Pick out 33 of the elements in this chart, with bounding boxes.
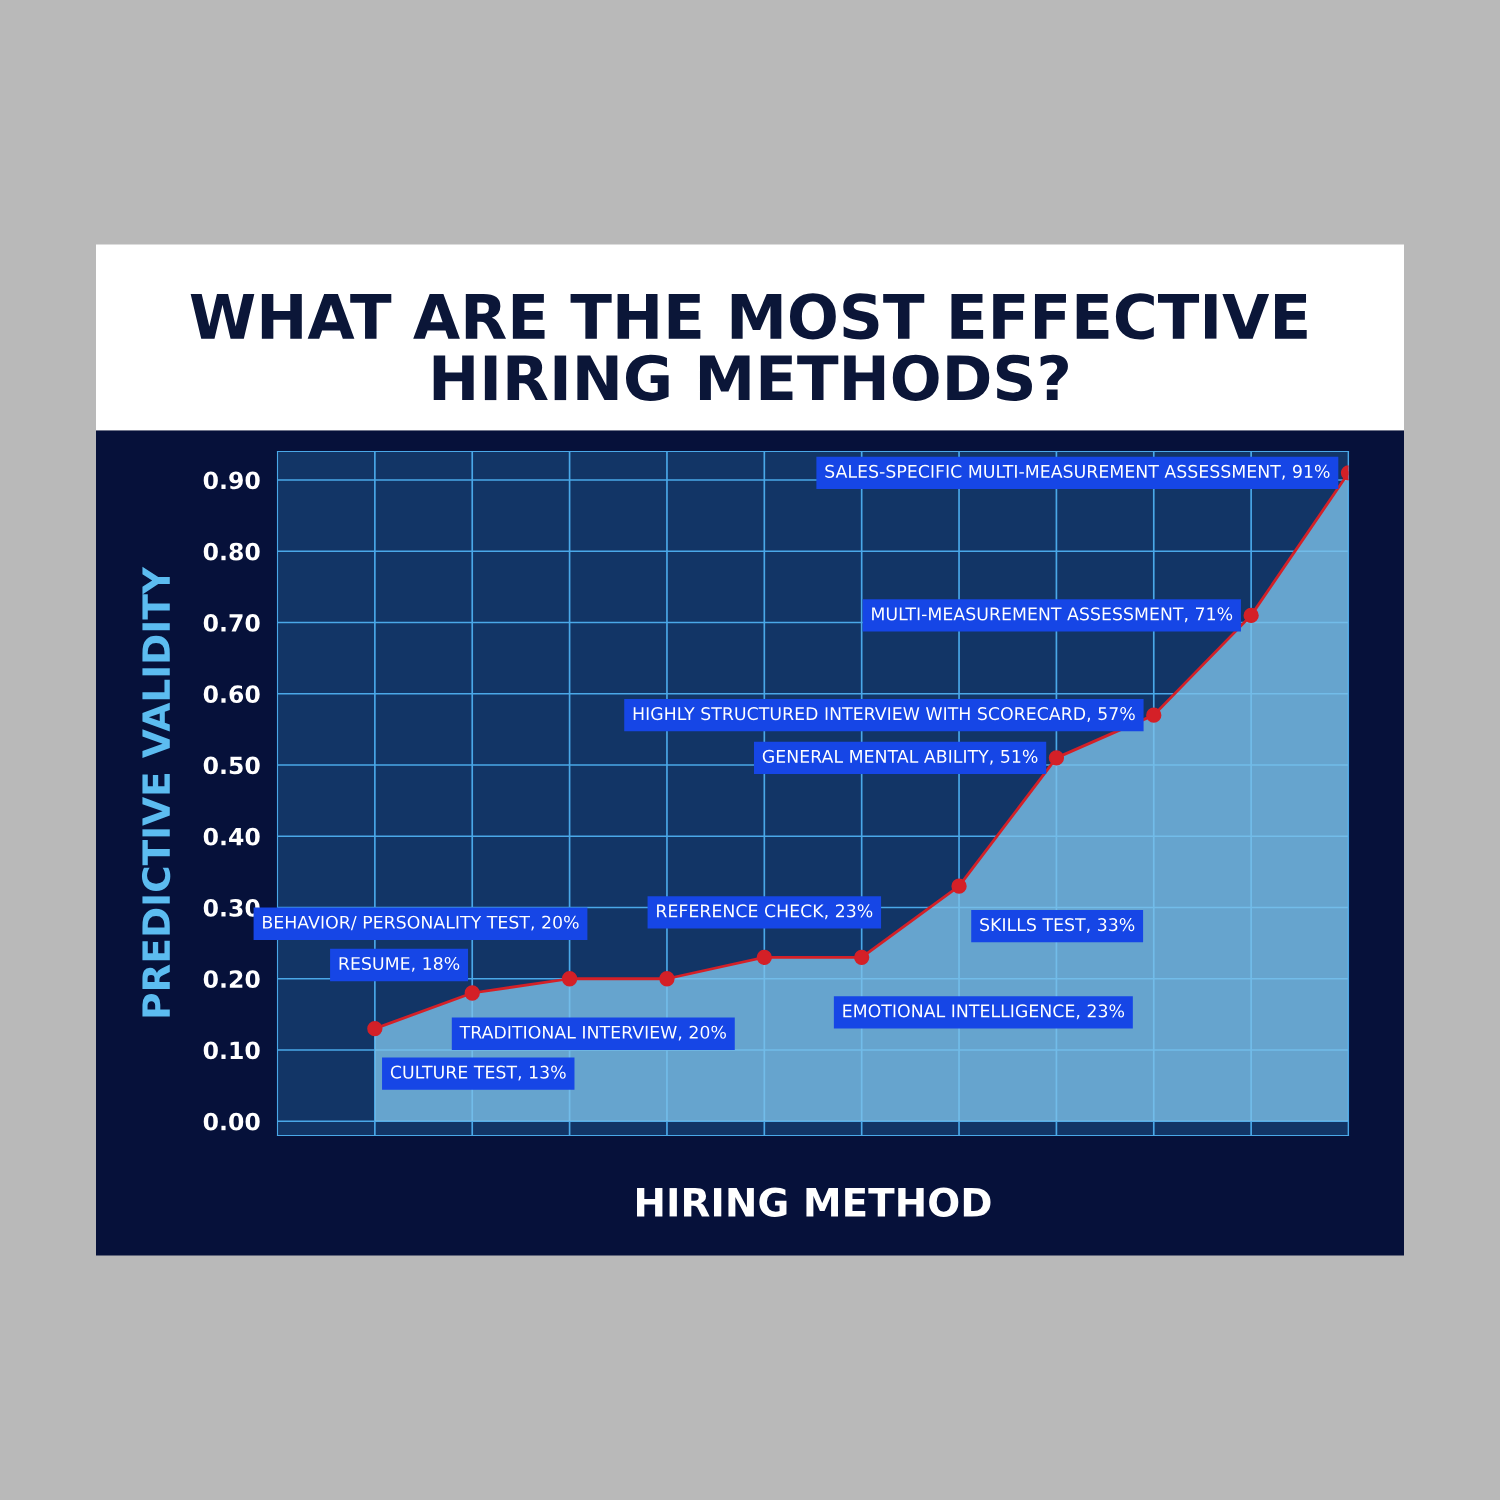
y-tick-label: 0.60 — [203, 685, 260, 704]
y-tick-label: 0.50 — [203, 756, 260, 775]
data-label: SKILLS TEST, 33% — [980, 918, 1135, 933]
data-label: TRADITIONAL INTERVIEW, 20% — [459, 1025, 726, 1041]
data-label: MULTI-MEASUREMENT ASSESSMENT, 71% — [872, 607, 1233, 623]
point — [1243, 607, 1259, 624]
y-tick-label: 0.70 — [203, 613, 260, 632]
data-label: EMOTIONAL INTELLIGENCE, 23% — [843, 1004, 1125, 1020]
point — [1146, 707, 1162, 723]
y-tick-label: 0.20 — [203, 970, 260, 989]
y-tick-label: 0.80 — [203, 542, 260, 561]
y-tick-label: 0.90 — [203, 471, 260, 490]
point — [464, 985, 480, 1001]
data-label: CULTURE TEST, 13% — [390, 1065, 566, 1081]
chart-title: WHAT ARE THE MOST EFFECTIVE HIRING METHODS? — [190, 293, 1307, 401]
data-label: REFERENCE CHECK, 23% — [657, 904, 873, 920]
point — [951, 878, 967, 894]
point — [561, 971, 578, 987]
y-tick-label: 0.10 — [203, 1041, 260, 1060]
y-tick-label: 0.40 — [203, 827, 260, 846]
point — [659, 971, 675, 987]
y-axis-title: PREDICTIVE VALIDITY — [141, 566, 171, 1017]
point — [1048, 750, 1065, 766]
data-label: RESUME, 18% — [339, 956, 460, 972]
point — [854, 949, 870, 966]
data-label: HIGHLY STRUCTURED INTERVIEW WITH SCORECARD, 57% — [633, 707, 1135, 722]
point — [756, 949, 772, 966]
data-label: BEHAVIOR/ PERSONALITY TEST, 20% — [263, 915, 579, 931]
point — [367, 1020, 383, 1037]
data-label: GENERAL MENTAL ABILITY, 51% — [762, 749, 1038, 765]
data-label: SALES-SPECIFIC MULTI-MEASUREMENT ASSESSMENT, 91% — [825, 464, 1330, 480]
y-tick-label: 0.00 — [203, 1112, 260, 1131]
x-axis-title: HIRING METHOD — [637, 1187, 991, 1217]
